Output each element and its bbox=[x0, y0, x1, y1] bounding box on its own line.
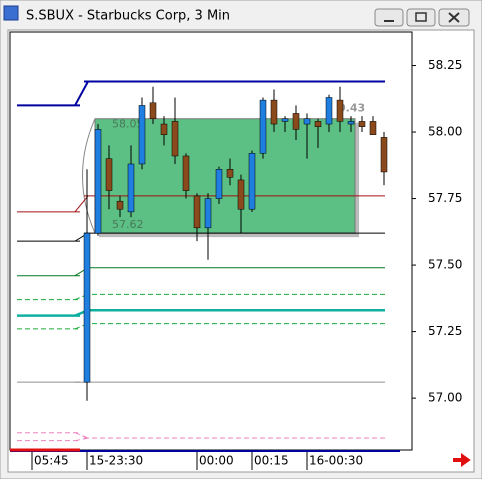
candle-body bbox=[149, 102, 157, 119]
candle-body bbox=[292, 113, 300, 130]
y-tick-label: 58.25 bbox=[428, 58, 462, 72]
candle-body bbox=[215, 169, 223, 199]
maximize-button[interactable] bbox=[406, 8, 436, 27]
candle-body bbox=[281, 118, 289, 122]
candle-body bbox=[270, 99, 278, 125]
annotation: 58.05 bbox=[112, 118, 144, 131]
candle-body bbox=[314, 121, 322, 127]
box-arc bbox=[82, 118, 96, 234]
candle-body bbox=[303, 118, 311, 125]
candle-body bbox=[369, 121, 377, 135]
window-title: S.SBUX - Starbucks Corp, 3 Min bbox=[26, 9, 230, 24]
annotation: 0.43 bbox=[338, 102, 365, 115]
y-tick-label: 57.25 bbox=[428, 324, 462, 338]
candle-body bbox=[237, 179, 245, 210]
window-buttons[interactable] bbox=[374, 8, 470, 27]
range-box bbox=[94, 118, 356, 234]
candle-body bbox=[94, 129, 102, 234]
x-tick-label: 05:45 bbox=[34, 454, 69, 468]
candle-body bbox=[347, 121, 355, 125]
x-tick-label: 00:00 bbox=[199, 454, 234, 468]
candle-body bbox=[358, 121, 366, 127]
candle-body bbox=[193, 195, 201, 229]
y-tick-label: 57.75 bbox=[428, 191, 462, 205]
candle-body bbox=[83, 232, 91, 383]
candle-body bbox=[325, 97, 333, 125]
candle-body bbox=[226, 169, 234, 178]
x-tick-label: 00:15 bbox=[254, 454, 289, 468]
level-step bbox=[74, 437, 89, 442]
y-tick-label: 57.00 bbox=[428, 391, 462, 405]
y-tick-label: 58.00 bbox=[428, 125, 462, 139]
x-tick-label: 16-00:30 bbox=[309, 454, 363, 468]
level-step bbox=[74, 432, 89, 439]
candle-body bbox=[380, 137, 388, 173]
level-step bbox=[74, 81, 89, 106]
candle-body bbox=[182, 155, 190, 191]
candle-body bbox=[160, 123, 168, 135]
candle-body bbox=[105, 158, 113, 191]
candle-body bbox=[336, 99, 344, 122]
window-icon bbox=[3, 5, 19, 21]
candle-body bbox=[248, 153, 256, 210]
candle-body bbox=[138, 105, 146, 165]
scroll-arrow[interactable] bbox=[453, 453, 471, 467]
y-tick-label: 57.50 bbox=[428, 258, 462, 272]
candle-body bbox=[127, 163, 135, 213]
candle-body bbox=[259, 99, 267, 154]
x-tick-label: 15-23:30 bbox=[89, 454, 143, 468]
annotation: 57.62 bbox=[112, 218, 144, 231]
minimize-button[interactable] bbox=[374, 8, 404, 27]
candle-body bbox=[204, 198, 212, 229]
level-step bbox=[74, 195, 89, 213]
candle-body bbox=[116, 200, 124, 210]
candle-body bbox=[171, 121, 179, 157]
